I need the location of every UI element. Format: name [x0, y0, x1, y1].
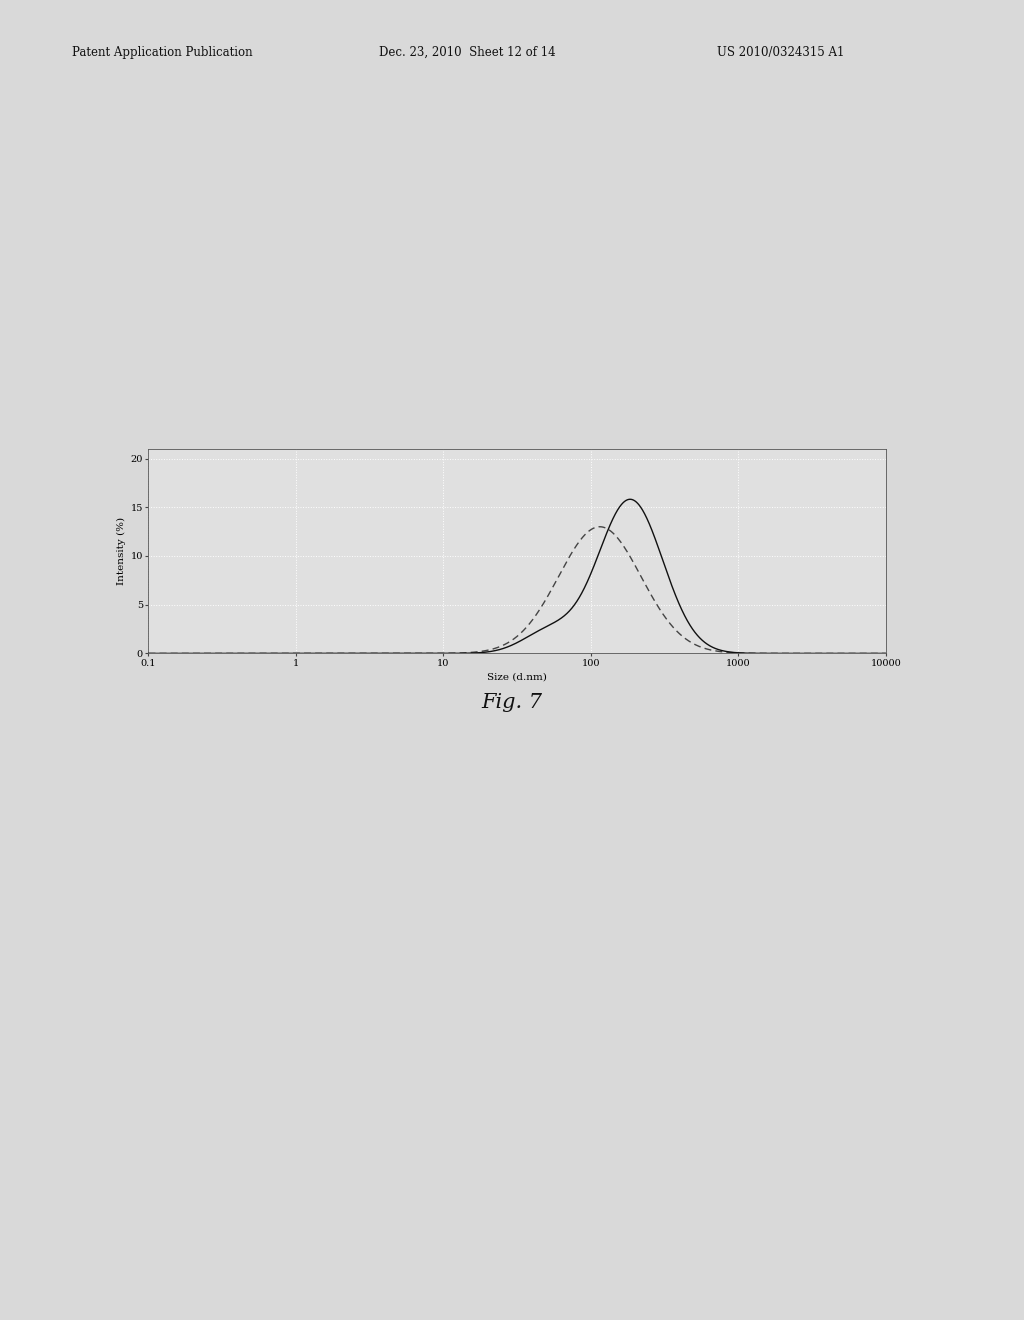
Text: Patent Application Publication: Patent Application Publication: [72, 46, 252, 59]
Text: US 2010/0324315 A1: US 2010/0324315 A1: [717, 46, 844, 59]
X-axis label: Size (d.nm): Size (d.nm): [487, 672, 547, 681]
Text: Fig. 7: Fig. 7: [481, 693, 543, 711]
Y-axis label: Intensity (%): Intensity (%): [118, 517, 126, 585]
Text: Dec. 23, 2010  Sheet 12 of 14: Dec. 23, 2010 Sheet 12 of 14: [379, 46, 555, 59]
